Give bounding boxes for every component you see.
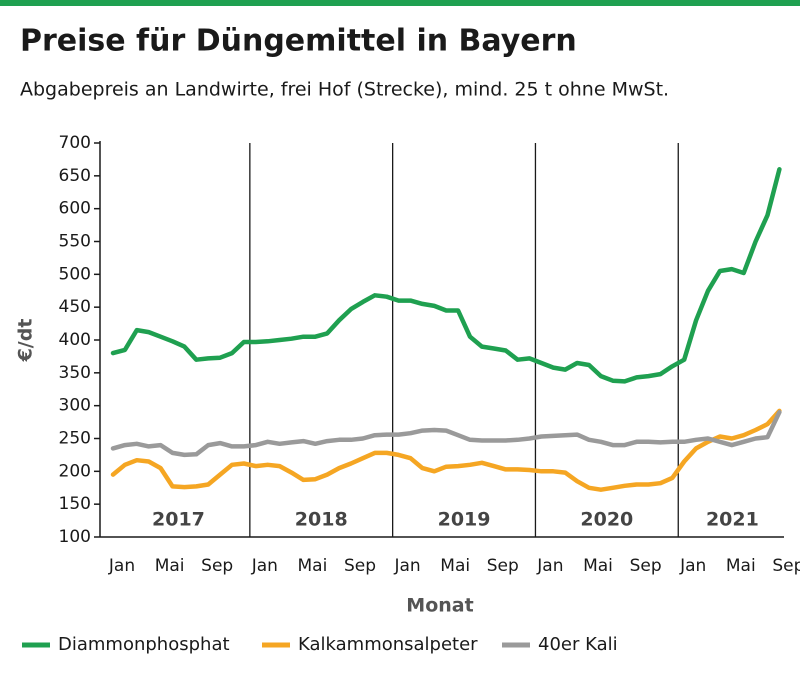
series-line [110, 409, 782, 458]
top-bar [0, 0, 800, 6]
x-tick-label: Sep [344, 556, 376, 576]
chart-subtitle: Abgabepreis an Landwirte, frei Hof (Stre… [20, 79, 669, 101]
year-label: 2020 [580, 509, 633, 531]
y-tick-label: 250 [59, 429, 91, 449]
series-line [110, 167, 782, 384]
x-tick-label: Sep [630, 556, 662, 576]
y-tick-label: 700 [59, 133, 91, 153]
y-tick-label: 350 [59, 363, 91, 383]
x-tick-label: Jan [108, 556, 135, 576]
y-axis-label: €/dt [15, 319, 37, 363]
x-tick-label: Jan [679, 556, 706, 576]
y-tick-label: 150 [59, 494, 91, 514]
x-tick-label: Jan [251, 556, 278, 576]
y-tick-label: 500 [59, 264, 91, 284]
y-tick-label: 200 [59, 461, 91, 481]
y-tick-label: 650 [59, 166, 91, 186]
year-label: 2021 [706, 509, 759, 531]
year-label: 2018 [295, 509, 348, 531]
x-tick-label: Mai [297, 556, 327, 576]
x-tick-label: Jan [536, 556, 563, 576]
y-tick-label: 550 [59, 232, 91, 252]
series-line [110, 408, 782, 492]
x-tick-label: Sep [487, 556, 519, 576]
year-label: 2017 [152, 509, 205, 531]
year-label: 2019 [438, 509, 491, 531]
y-tick-label: 600 [59, 199, 91, 219]
chart-title: Preise für Düngemittel in Bayern [20, 24, 577, 59]
legend-label: 40er Kali [538, 634, 618, 655]
x-tick-label: Mai [155, 556, 185, 576]
x-tick-label: Mai [440, 556, 470, 576]
y-tick-label: 100 [59, 527, 91, 547]
x-tick-label: Jan [393, 556, 420, 576]
y-tick-label: 450 [59, 297, 91, 317]
x-tick-label: Sep [772, 556, 800, 576]
legend-label: Diammonphosphat [58, 634, 230, 655]
x-tick-label: Mai [583, 556, 613, 576]
legend-label: Kalkammonsalpeter [298, 634, 478, 655]
y-tick-label: 400 [59, 330, 91, 350]
x-tick-label: Mai [726, 556, 756, 576]
y-tick-label: 300 [59, 396, 91, 416]
x-tick-label: Sep [201, 556, 233, 576]
x-axis-label: Monat [406, 595, 473, 617]
